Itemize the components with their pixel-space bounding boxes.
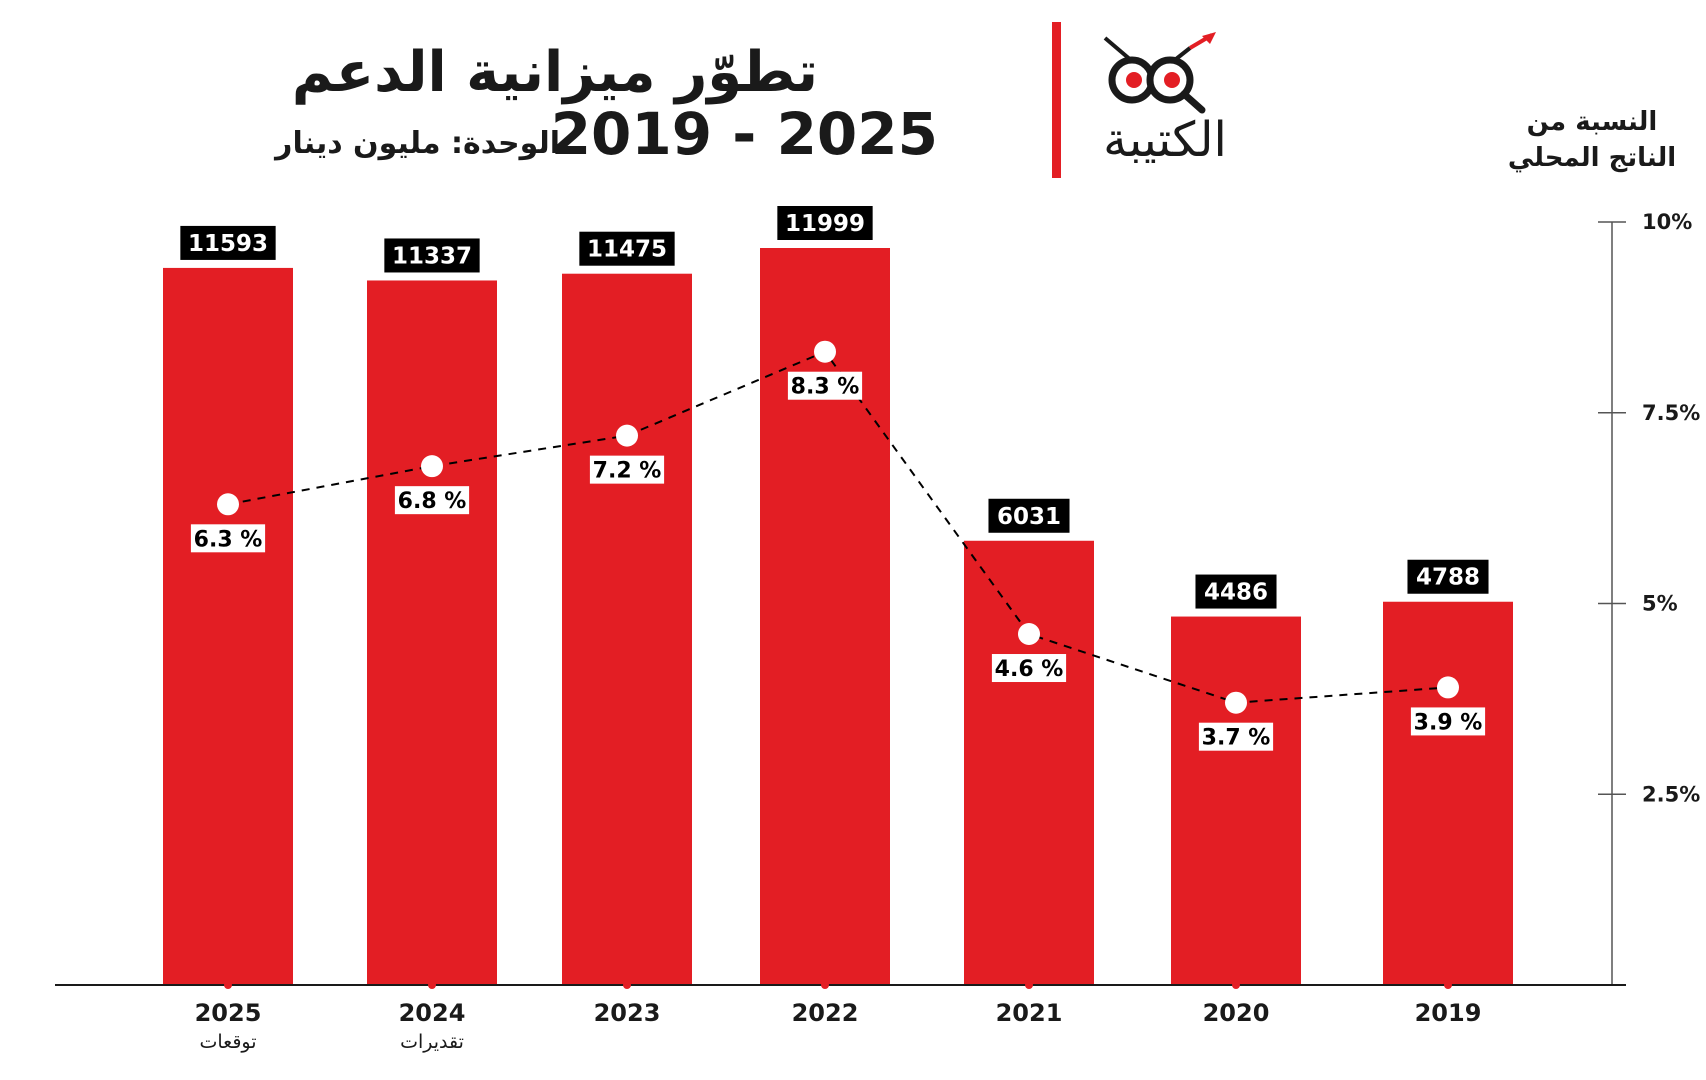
x-axis-tick-label: 2024 (399, 999, 466, 1027)
secondary-axis-tick-label: 5% (1642, 592, 1678, 616)
secondary-axis-title: النسبة من الناتج المحلي (1507, 107, 1677, 174)
percent-point (814, 340, 836, 363)
bar-value-label: 11475 (587, 237, 667, 263)
header-divider (1052, 22, 1061, 178)
percent-label: 3.9 % (1414, 710, 1483, 735)
x-axis-tick-dot (1025, 981, 1033, 989)
percent-label: 3.7 % (1202, 726, 1271, 751)
x-axis-tick-label: 2019 (1415, 999, 1482, 1027)
chart-title: تطوّر ميزانية الدعم (291, 40, 818, 105)
bar-value-label-bg (1407, 559, 1489, 594)
bar-value-label: 11593 (188, 231, 268, 257)
percent-label-bg (1410, 707, 1486, 736)
bar-value-label-bg (180, 225, 276, 260)
bar (1171, 616, 1301, 985)
bar-value-label: 4486 (1204, 580, 1268, 606)
brand-logo-icon (1103, 32, 1216, 114)
brand-logo-text: الكتيبة (1103, 112, 1227, 168)
percent-label: 8.3 % (791, 375, 860, 400)
bar (1383, 601, 1513, 985)
bar-value-label: 11337 (392, 243, 472, 269)
percent-point (1225, 691, 1247, 714)
percent-point (1437, 676, 1459, 699)
secondary-axis-tick-label: 7.5% (1642, 401, 1700, 425)
x-axis-tick-dot (1444, 981, 1452, 989)
x-axis-tick-dot (224, 981, 232, 989)
x-axis-tick-dot (1232, 981, 1240, 989)
percent-label: 6.8 % (398, 489, 467, 514)
percent-point (217, 493, 239, 516)
chart-unit: الوحدة: مليون دينار (275, 126, 560, 161)
percent-label-bg (787, 371, 863, 400)
bar-value-label: 6031 (997, 504, 1061, 530)
percent-label: 4.6 % (995, 657, 1064, 682)
bar-value-label: 4788 (1416, 565, 1480, 591)
secondary-axis-tick-label: 10% (1642, 210, 1692, 234)
percent-point (616, 424, 638, 447)
percent-label-bg (1198, 722, 1274, 751)
percent-label-bg (190, 524, 266, 553)
percent-label-bg (589, 455, 665, 484)
x-axis-tick-note: توقعات (199, 1031, 256, 1053)
bar-value-label-bg (384, 238, 480, 273)
x-axis-tick-label: 2022 (792, 999, 859, 1027)
percent-label-bg (991, 654, 1067, 683)
bar-value-label-bg (988, 498, 1070, 533)
bar-value-label-bg (777, 206, 873, 240)
x-axis-tick-dot (821, 981, 829, 989)
percent-point (1018, 623, 1040, 646)
bar (163, 267, 293, 985)
x-axis-tick-label: 2020 (1203, 999, 1270, 1027)
percent-point (421, 455, 443, 478)
bar (367, 280, 497, 985)
bar-value-label-bg (1195, 574, 1277, 609)
x-axis-tick-note: تقديرات (400, 1031, 464, 1053)
x-axis-tick-label: 2021 (996, 999, 1063, 1027)
x-axis-tick-dot (623, 981, 631, 989)
bar-value-label-bg (579, 231, 675, 266)
percent-label-bg (394, 486, 470, 515)
percent-label: 7.2 % (593, 459, 662, 484)
bar (562, 273, 692, 986)
percent-label: 6.3 % (194, 527, 263, 552)
chart-year-range: 2019 - 2025 (550, 100, 938, 168)
bar (964, 540, 1094, 985)
x-axis-tick-label: 2025 (195, 999, 262, 1027)
secondary-axis-tick-label: 2.5% (1642, 782, 1700, 806)
x-axis-tick-dot (428, 981, 436, 989)
x-axis-tick-label: 2023 (594, 999, 661, 1027)
bar-value-label: 11999 (785, 211, 865, 237)
